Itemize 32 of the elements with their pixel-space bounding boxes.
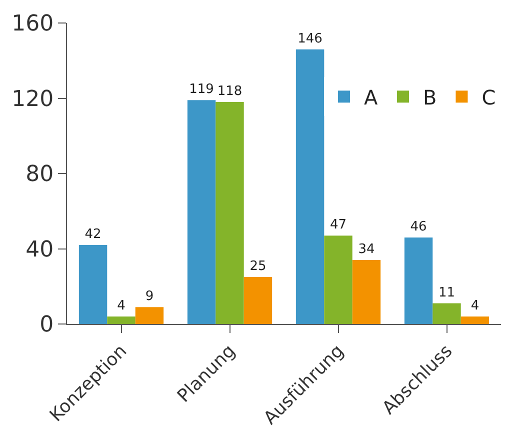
- bar: [244, 276, 272, 324]
- bar: [135, 307, 164, 324]
- bar: [352, 260, 381, 324]
- data-label: 34: [358, 242, 375, 258]
- data-label: 47: [330, 218, 347, 233]
- data-label: 4: [470, 298, 480, 314]
- data-label: 146: [298, 31, 322, 46]
- data-label: 25: [250, 258, 266, 274]
- y-tick-label: 40: [26, 237, 54, 262]
- data-label: 9: [145, 289, 154, 304]
- data-label: 11: [438, 285, 456, 300]
- legend-label: B: [423, 85, 437, 110]
- bar: [216, 102, 244, 324]
- bar: [78, 244, 108, 324]
- data-label: 46: [410, 219, 427, 234]
- data-label: 4: [117, 298, 126, 314]
- bar: [404, 237, 433, 324]
- y-tick-label: 0: [40, 312, 54, 338]
- bar: [187, 100, 216, 324]
- bar: [324, 236, 352, 324]
- y-tick-label: 80: [26, 162, 54, 188]
- bar: [107, 316, 136, 324]
- data-label: 42: [84, 226, 102, 242]
- legend-label: C: [482, 85, 496, 110]
- data-label: 118: [217, 84, 242, 100]
- y-tick-label: 120: [12, 86, 54, 112]
- data-label: 119: [189, 82, 214, 98]
- y-tick-label: 160: [12, 12, 54, 37]
- bar: [460, 316, 490, 324]
- legend-label: A: [364, 85, 378, 110]
- bar: [296, 49, 324, 324]
- bar: [432, 303, 461, 324]
